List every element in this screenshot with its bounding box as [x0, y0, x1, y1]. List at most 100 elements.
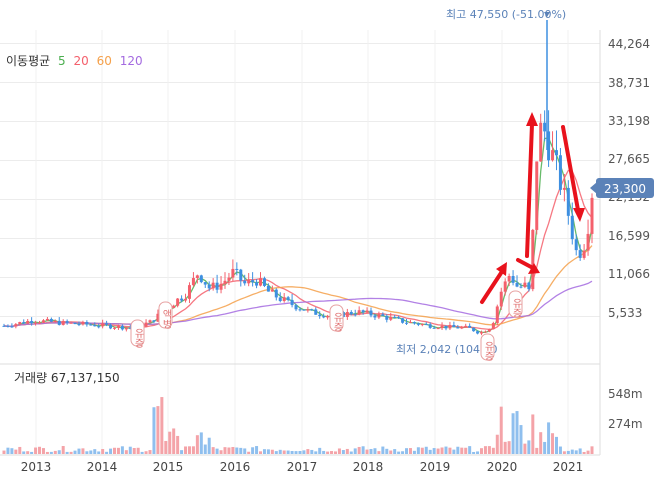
- volume-bar: [365, 449, 369, 454]
- candle-body: [239, 269, 243, 281]
- volume-bar: [487, 446, 491, 454]
- volume-bar: [491, 447, 495, 454]
- x-tick: 2018: [353, 460, 384, 474]
- candle-body: [483, 331, 487, 333]
- volume-bar: [468, 446, 472, 454]
- volume-bar: [353, 448, 357, 454]
- event-marker-label: 유증: [331, 312, 343, 332]
- candle-body: [105, 323, 109, 325]
- candle-body: [408, 322, 412, 324]
- volume-bar: [511, 413, 515, 454]
- volume-bar: [436, 448, 440, 454]
- candle-body: [562, 187, 566, 190]
- volume-bar: [531, 414, 535, 454]
- volume-bar: [515, 411, 519, 454]
- candle-body: [211, 282, 215, 289]
- event-marker-label: 유증: [510, 298, 522, 318]
- volume-bar: [30, 451, 34, 454]
- volume-bar: [460, 447, 464, 454]
- ma-legend-20: 20: [73, 54, 88, 68]
- volume-bar: [6, 447, 10, 454]
- event-marker-label: 유증: [482, 341, 494, 361]
- ma-legend-60: 60: [97, 54, 112, 68]
- candle-body: [294, 305, 298, 310]
- candle-body: [314, 309, 318, 315]
- volume-bar: [566, 450, 570, 454]
- volume-bar: [428, 449, 432, 454]
- volume-bar: [251, 447, 255, 454]
- volume-bar: [164, 440, 168, 454]
- candle-body: [109, 324, 113, 329]
- volume-bar: [578, 448, 582, 454]
- candle-body: [385, 315, 389, 320]
- candle-body: [554, 150, 558, 156]
- high-annotation: 최고 47,550 (-51.00%): [446, 8, 566, 21]
- volume-bar: [235, 447, 239, 454]
- candle-body: [243, 280, 247, 284]
- ma-legend-label: 이동평균: [6, 54, 50, 68]
- volume-bar: [558, 446, 562, 454]
- candle-body: [298, 309, 302, 311]
- candle-body: [452, 324, 456, 328]
- candle-body: [507, 275, 511, 282]
- volume-bar: [195, 435, 199, 454]
- candle-body: [365, 310, 369, 313]
- candle-body: [436, 328, 440, 330]
- candle-body: [503, 281, 507, 292]
- candle-body: [491, 323, 495, 330]
- volume-bar: [586, 450, 590, 454]
- volume-bar: [310, 449, 314, 454]
- volume-bar: [361, 446, 365, 454]
- volume-bar: [472, 451, 476, 454]
- candle-body: [499, 291, 503, 307]
- volume-bar: [116, 447, 120, 454]
- high-marker-icon: [544, 12, 550, 17]
- candle-body: [38, 322, 42, 324]
- volume-bar: [503, 441, 507, 454]
- candle-body: [397, 317, 401, 319]
- candle-body: [176, 298, 180, 306]
- volume-bar: [49, 451, 53, 454]
- volume-bar: [318, 447, 322, 454]
- volume-bar: [590, 446, 594, 454]
- candle-body: [34, 322, 38, 324]
- candle-body: [6, 325, 10, 327]
- candle-body: [428, 324, 432, 328]
- candle-body: [112, 327, 116, 329]
- candle-body: [393, 317, 397, 319]
- annotation-arrows: [480, 112, 585, 304]
- volume-bar: [97, 451, 101, 454]
- volume-bar: [120, 446, 124, 454]
- volume-bar: [22, 451, 26, 454]
- candle-body: [215, 282, 219, 290]
- event-marker-label: 액병: [160, 309, 172, 329]
- y-tick: 16,599: [608, 229, 650, 243]
- candle-body: [266, 285, 270, 292]
- volume-bar: [61, 446, 65, 454]
- volume-bar: [156, 406, 160, 454]
- candle-body: [357, 310, 361, 315]
- volume-bar: [440, 447, 444, 454]
- candle-body: [255, 282, 259, 286]
- candle-body: [373, 315, 377, 318]
- event-marker: 유증: [329, 304, 344, 332]
- volume-bar: [333, 451, 337, 454]
- arrow-down-1: [516, 258, 535, 270]
- volume-bar: [535, 447, 539, 454]
- volume-bar: [314, 451, 318, 454]
- arrow-head: [496, 262, 507, 276]
- volume-bar: [270, 449, 274, 454]
- candle-body: [582, 250, 586, 258]
- candle-body: [26, 321, 30, 324]
- volume-bar: [81, 448, 85, 454]
- volume-bar: [523, 443, 527, 454]
- volume-bar: [227, 447, 231, 454]
- volume-bar: [152, 407, 156, 454]
- current-price-badge: [596, 178, 654, 198]
- candle-body: [81, 322, 85, 325]
- volume-bar: [274, 451, 278, 454]
- volume-bar: [444, 446, 448, 454]
- volume-bar: [507, 441, 511, 454]
- volume-bar: [148, 450, 152, 454]
- candle-body: [460, 327, 464, 329]
